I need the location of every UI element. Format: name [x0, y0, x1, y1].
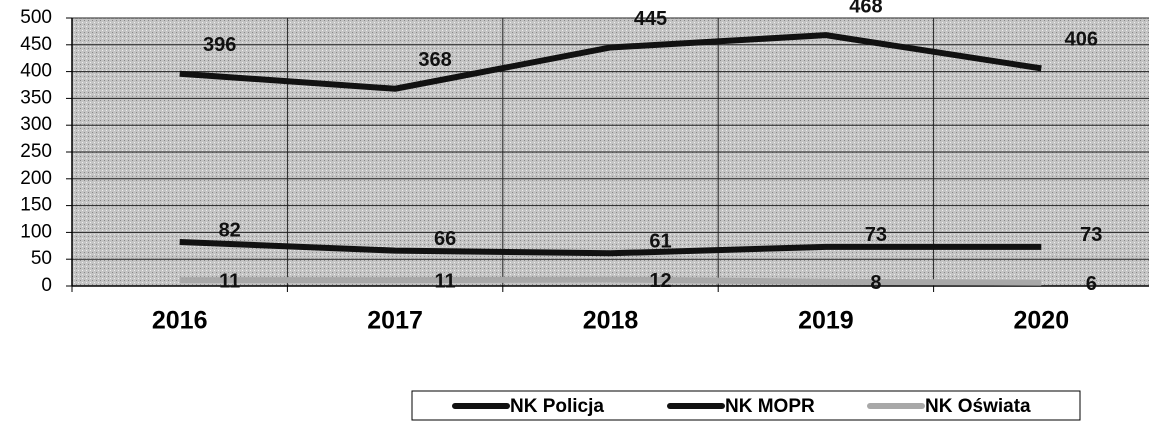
data-label: 12 — [649, 270, 671, 292]
x-tick-label: 2018 — [583, 307, 639, 335]
data-label: 82 — [219, 219, 241, 241]
y-tick-label: 350 — [20, 87, 52, 108]
x-tick-label: 2019 — [798, 307, 854, 335]
legend-box — [411, 390, 1081, 421]
y-tick-label: 0 — [41, 275, 52, 296]
x-tick-label: 2017 — [367, 307, 423, 335]
series-line — [179, 239, 1042, 257]
data-label: 445 — [634, 8, 667, 30]
y-tick-label: 450 — [20, 34, 52, 55]
data-label: 396 — [203, 34, 236, 56]
x-tick-label: 2016 — [152, 307, 208, 335]
data-label: 66 — [434, 228, 456, 250]
data-label: 11 — [435, 270, 456, 292]
legend-label: NK MOPR — [725, 396, 815, 417]
y-tick-label: 200 — [20, 168, 52, 189]
series-line — [179, 32, 1042, 92]
data-label: 11 — [219, 270, 240, 292]
data-label: 406 — [1065, 29, 1098, 51]
data-label: 73 — [865, 224, 887, 246]
y-tick-label: 400 — [20, 61, 52, 82]
plot-area: 0 50 100 150 200 250 300 350 400 450 500 2016 2017 20… — [20, 0, 1149, 335]
series-line — [179, 276, 1042, 286]
y-tick-label: 300 — [20, 114, 52, 135]
y-tick-label: 250 — [20, 141, 52, 162]
y-tick-label: 500 — [20, 7, 52, 28]
y-tick-label: 100 — [20, 221, 52, 242]
data-label: 61 — [649, 231, 671, 253]
y-tick-label: 150 — [20, 195, 52, 216]
data-label: 468 — [849, 0, 882, 17]
x-tick-label: 2020 — [1013, 307, 1069, 335]
data-label: 368 — [418, 49, 451, 71]
data-label: 6 — [1086, 273, 1097, 295]
y-tick-label: 50 — [31, 248, 52, 269]
data-label: 73 — [1080, 224, 1102, 246]
data-label: 8 — [870, 272, 881, 294]
legend-label: NK Policja — [510, 396, 604, 417]
legend-label: NK Oświata — [925, 396, 1031, 417]
